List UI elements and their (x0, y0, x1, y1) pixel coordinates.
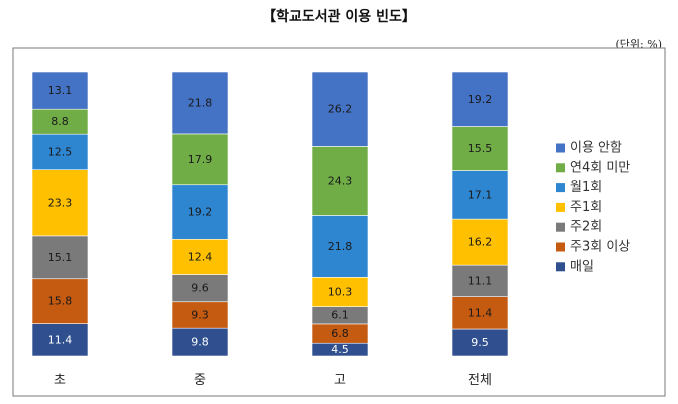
data-label: 19.2 (188, 206, 213, 219)
bar-segment-월1회-중 (171, 184, 229, 240)
bar-segment-주3회-이상-중 (171, 301, 229, 329)
bar-segment-이용-안함-고 (311, 71, 369, 147)
data-label: 11.4 (468, 306, 493, 319)
data-label: 23.3 (48, 196, 73, 209)
data-label: 24.3 (328, 174, 353, 187)
data-label: 12.5 (48, 145, 73, 158)
bar-segment-이용-안함-중 (171, 71, 229, 135)
legend-label-매일: 매일 (570, 259, 594, 274)
data-label: 8.8 (51, 115, 69, 128)
x-tick-label: 전체 (468, 373, 492, 388)
data-label: 11.4 (48, 333, 73, 346)
x-tick-label: 초 (54, 373, 66, 388)
x-tick-label: 중 (194, 373, 206, 388)
legend-label-주3회-이상: 주3회 이상 (570, 240, 630, 255)
bar-segment-월1회-고 (311, 215, 369, 278)
bar-segment-주2회-중 (171, 274, 229, 303)
bar-segment-주1회-중 (171, 238, 229, 275)
bar-segment-연4회-미만-전체 (451, 126, 509, 171)
legend-swatch-월1회 (556, 183, 565, 193)
legend-label-주1회: 주1회 (570, 200, 602, 215)
bar-segment-이용-안함-초 (31, 71, 89, 110)
data-label: 13.1 (48, 84, 73, 97)
legend-swatch-매일 (556, 262, 565, 272)
bar-segment-주2회-초 (31, 235, 89, 280)
legend-swatch-주3회-이상 (556, 242, 565, 252)
category-labels: 초 중 고 전체 (54, 373, 492, 388)
data-label: 11.1 (468, 274, 493, 287)
data-label: 17.9 (188, 153, 213, 166)
bar-segment-월1회-초 (31, 133, 89, 170)
legend-label-월1회: 월1회 (570, 180, 602, 195)
data-label: 15.8 (48, 295, 73, 308)
legend-label-연4회-미만: 연4회 미만 (570, 160, 630, 175)
data-label: 17.1 (468, 188, 493, 201)
data-label: 21.8 (188, 96, 213, 109)
data-label: 4.5 (331, 343, 349, 356)
legend-swatch-연4회-미만 (556, 163, 565, 173)
legend-swatch-이용-안함 (556, 143, 565, 153)
bar-segment-주1회-초 (31, 169, 89, 237)
data-label: 9.3 (191, 308, 209, 321)
bar-segment-연4회-미만-초 (31, 108, 89, 135)
bars-group: 11.4 15.8 15.1 23.3 12.5 8.8 13.1 9.8 9.3 9.6 12.4… (31, 71, 509, 357)
data-label: 15.1 (48, 251, 73, 264)
bar-segment-연4회-미만-고 (311, 146, 369, 216)
data-label: 19.2 (468, 93, 493, 106)
bar-segment-매일-초 (31, 323, 89, 357)
data-label: 9.6 (191, 282, 209, 295)
data-label: 6.8 (331, 327, 349, 340)
legend-swatch-주2회 (556, 222, 565, 232)
data-label: 9.5 (471, 336, 489, 349)
data-label: 9.8 (191, 336, 209, 349)
data-label: 16.2 (468, 236, 493, 249)
legend-label-주2회: 주2회 (570, 220, 602, 235)
bar-segment-이용-안함-전체 (451, 71, 509, 127)
legend-swatch-주1회 (556, 202, 565, 212)
data-label: 6.1 (331, 309, 349, 322)
data-label: 26.2 (328, 103, 353, 116)
bar-segment-주2회-전체 (451, 264, 509, 297)
chart-title: 【학교도서관 이용 빈도】 (262, 9, 416, 25)
data-label: 12.4 (188, 250, 213, 263)
data-label: 15.5 (468, 142, 493, 155)
x-tick-label: 고 (334, 373, 346, 388)
legend-label-이용-안함: 이용 안함 (570, 141, 622, 156)
bar-segment-주1회-전체 (451, 218, 509, 266)
bar-segment-매일-중 (171, 327, 229, 357)
bar-segment-매일-전체 (451, 328, 509, 357)
bar-segment-주3회-이상-전체 (451, 296, 509, 330)
data-label: 21.8 (328, 240, 353, 253)
data-label: 10.3 (328, 285, 353, 298)
